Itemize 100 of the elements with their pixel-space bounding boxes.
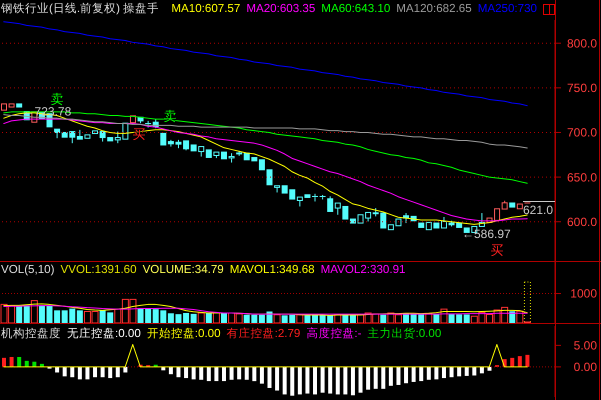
bar — [10, 356, 14, 367]
text: 有庄控盘:2.79 — [226, 327, 300, 341]
bar — [412, 366, 416, 382]
bar — [214, 366, 218, 382]
text: 无庄控盘:0.00 — [67, 327, 141, 341]
bar — [457, 366, 462, 376]
annotation: ←586.97 — [462, 227, 511, 241]
text: VOLUME:34.79 — [142, 263, 224, 277]
chart-title: VOL(5,10) — [1, 263, 54, 277]
bar — [2, 358, 6, 367]
text: MAVOL1:349.68 — [230, 263, 315, 277]
text: MA120:682.65 — [396, 2, 472, 16]
bar — [184, 366, 188, 378]
bar — [290, 366, 294, 396]
bar — [24, 305, 30, 323]
bar — [85, 366, 90, 380]
bar — [212, 312, 220, 323]
bar — [230, 366, 234, 380]
bar — [328, 366, 332, 394]
bar — [510, 358, 514, 367]
bar — [108, 366, 112, 378]
bar — [17, 356, 22, 367]
chart-title: 机构控盘度 — [1, 327, 61, 341]
bar — [244, 314, 250, 323]
bar — [123, 366, 128, 372]
bar — [268, 366, 272, 388]
bar — [298, 366, 302, 394]
bar — [24, 360, 29, 367]
bar — [274, 314, 281, 323]
y-tick-label: 5.00 — [574, 338, 598, 353]
bar — [343, 366, 348, 394]
chart-title: 钢铁行业(日线.前复权) 操盘手 — [1, 2, 160, 16]
bar — [380, 314, 386, 323]
y-tick-label: 700.0 — [566, 126, 598, 140]
text: MA20:603.35 — [246, 2, 316, 16]
bar — [358, 366, 363, 393]
text: MA250:730 — [478, 2, 537, 16]
text: MA10:607.57 — [171, 2, 240, 16]
bar — [16, 306, 22, 323]
bar — [70, 366, 74, 378]
bar — [222, 366, 226, 382]
legend-label: 高度控盘:- — [306, 327, 362, 341]
bar — [192, 366, 196, 380]
text: VVOL:1391.60 — [60, 263, 137, 277]
bar — [78, 366, 82, 380]
bar — [62, 366, 67, 376]
annotation: 621.0 — [522, 203, 553, 217]
y-tick-label: 800.0 — [566, 36, 598, 50]
bar — [176, 366, 180, 378]
bar — [434, 366, 438, 380]
series-label: 开始控盘:0.00 — [146, 327, 221, 341]
bar — [426, 366, 431, 380]
bar — [282, 366, 287, 394]
y-tick-label: 0.00 — [574, 360, 598, 374]
candlestick — [418, 222, 424, 228]
bar — [464, 366, 469, 376]
text: MA60:643.10 — [321, 2, 390, 16]
bar — [206, 312, 212, 323]
bar — [275, 366, 280, 391]
bar — [487, 366, 492, 371]
bar — [252, 366, 256, 382]
candlestick — [516, 204, 523, 210]
bar — [350, 366, 355, 396]
bar — [518, 356, 522, 367]
bar — [220, 312, 227, 323]
bar — [366, 366, 370, 390]
bar — [313, 366, 318, 394]
bar — [244, 366, 249, 380]
bar — [472, 366, 476, 376]
bar — [396, 366, 400, 385]
bar — [305, 366, 310, 394]
bar — [30, 300, 38, 323]
annotation: 卖 — [50, 92, 64, 106]
bar — [433, 314, 440, 323]
bar — [442, 366, 446, 378]
y-tick-label: 750.0 — [566, 81, 598, 96]
bar — [289, 314, 296, 323]
bar — [100, 366, 105, 378]
bar — [237, 366, 242, 380]
bar — [374, 366, 378, 389]
bar — [524, 281, 531, 323]
bar — [199, 366, 204, 380]
candlestick — [16, 103, 22, 108]
annotation: 买 — [490, 242, 504, 258]
line-series — [3, 21, 528, 106]
bar — [509, 311, 516, 323]
bar — [32, 362, 36, 367]
bar — [404, 366, 408, 384]
bar — [282, 315, 288, 323]
bar — [480, 366, 484, 374]
bar — [116, 366, 120, 378]
y-tick-label: 600.0 — [566, 214, 598, 229]
bar — [419, 366, 424, 382]
bar — [260, 366, 264, 384]
bar — [336, 366, 340, 394]
bar — [525, 354, 530, 367]
y-tick-label: 650.0 — [566, 170, 598, 184]
bar — [198, 312, 205, 323]
text: 主力出货:0.00 — [367, 327, 442, 341]
bar — [296, 314, 304, 323]
